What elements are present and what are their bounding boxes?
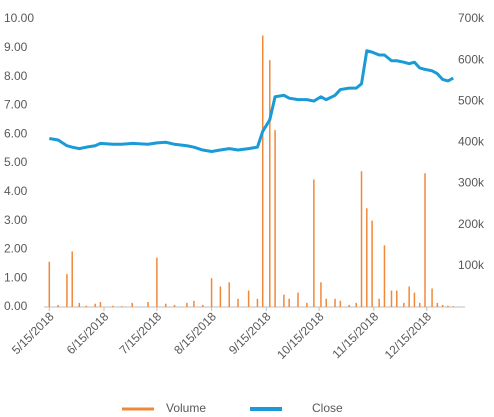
volume-bar: [436, 302, 439, 307]
volume-bar: [120, 306, 123, 307]
volume-bar: [441, 304, 444, 307]
volume-bar: [348, 304, 350, 307]
x-tick-label: 12/15/2018: [382, 309, 435, 362]
volume-bar: [57, 304, 59, 307]
volume-bar: [360, 171, 363, 307]
y-tick-label: 1.00: [4, 270, 28, 284]
y2-tick-label: 700k: [458, 11, 485, 25]
volume-bar: [366, 208, 368, 307]
y-tick-label: 10.00: [4, 11, 34, 25]
x-tick-label: 6/15/2018: [64, 309, 112, 357]
y-tick-label: 5.00: [4, 155, 28, 169]
volume-bar: [237, 298, 239, 307]
volume-bar: [71, 251, 73, 307]
volume-bar: [210, 278, 213, 307]
volume-bar: [131, 302, 133, 307]
volume-bar: [313, 179, 315, 307]
y-tick-label: 2.00: [4, 242, 28, 256]
volume-bar: [424, 173, 426, 307]
volume-bar: [164, 303, 167, 307]
x-tick-label: 8/15/2018: [171, 309, 219, 357]
volume-bar: [269, 60, 271, 308]
volume-bar: [390, 290, 393, 307]
volume-bar: [193, 300, 195, 307]
legend-label: Volume: [166, 401, 206, 415]
volume-bar: [156, 257, 158, 307]
y2-tick-label: 200k: [458, 217, 485, 231]
close-line: [49, 49, 454, 153]
volume-bar: [339, 300, 342, 307]
x-tick-label: 7/15/2018: [117, 309, 165, 357]
volume-bar: [396, 290, 398, 307]
volume-bar: [94, 303, 96, 307]
volume-bar: [99, 302, 102, 307]
volume-bar: [334, 298, 336, 307]
volume-bar: [48, 261, 51, 307]
y2-tick-label: 300k: [458, 176, 485, 190]
y2-tick-label: 500k: [458, 93, 485, 107]
volume-bar: [66, 274, 68, 307]
volume-bar: [274, 130, 276, 307]
volume-bar: [297, 292, 299, 307]
volume-bar: [85, 305, 88, 307]
volume-bar: [383, 245, 386, 307]
volume-bar: [173, 304, 176, 307]
volume-bar: [320, 282, 322, 307]
volume-bar: [78, 302, 81, 307]
volume-bar: [418, 302, 421, 307]
x-tick-label: 9/15/2018: [226, 309, 274, 357]
legend-label: Close: [312, 401, 343, 415]
volume-bar: [186, 302, 188, 307]
volume-bar: [261, 35, 264, 307]
volume-bar: [325, 298, 327, 307]
y-tick-label: 8.00: [4, 69, 28, 83]
volume-bar: [112, 305, 114, 307]
volume-bar: [408, 286, 410, 307]
volume-bar: [378, 298, 380, 307]
volume-bar: [219, 286, 222, 307]
y-tick-label: 0.00: [4, 299, 28, 313]
volume-bar: [256, 298, 259, 307]
y-tick-label: 7.00: [4, 98, 28, 112]
y2-tick-label: 600k: [458, 52, 485, 66]
y-tick-label: 3.00: [4, 213, 28, 227]
volume-bar: [355, 302, 357, 307]
volume-bar: [283, 294, 285, 307]
volume-bar: [247, 290, 250, 307]
volume-bar: [403, 302, 405, 307]
x-tick-label: 11/15/2018: [329, 309, 381, 361]
volume-bar: [447, 305, 449, 307]
volume-bar: [371, 220, 373, 307]
volume-bar: [147, 302, 149, 307]
y2-tick-label: 400k: [458, 135, 485, 149]
volume-bar: [306, 302, 308, 307]
volume-bar: [413, 292, 416, 307]
volume-bar: [202, 304, 204, 307]
y2-tick-label: 100k: [458, 258, 485, 272]
volume-bar: [431, 288, 433, 307]
x-tick-label: 10/15/2018: [274, 309, 327, 362]
volume-bar: [228, 282, 230, 307]
x-tick-label: 5/15/2018: [9, 309, 57, 357]
y-tick-label: 4.00: [4, 184, 28, 198]
y-tick-label: 6.00: [4, 126, 28, 140]
volume-bar: [452, 306, 454, 307]
y-tick-label: 9.00: [4, 40, 28, 54]
volume-bar: [288, 298, 290, 307]
